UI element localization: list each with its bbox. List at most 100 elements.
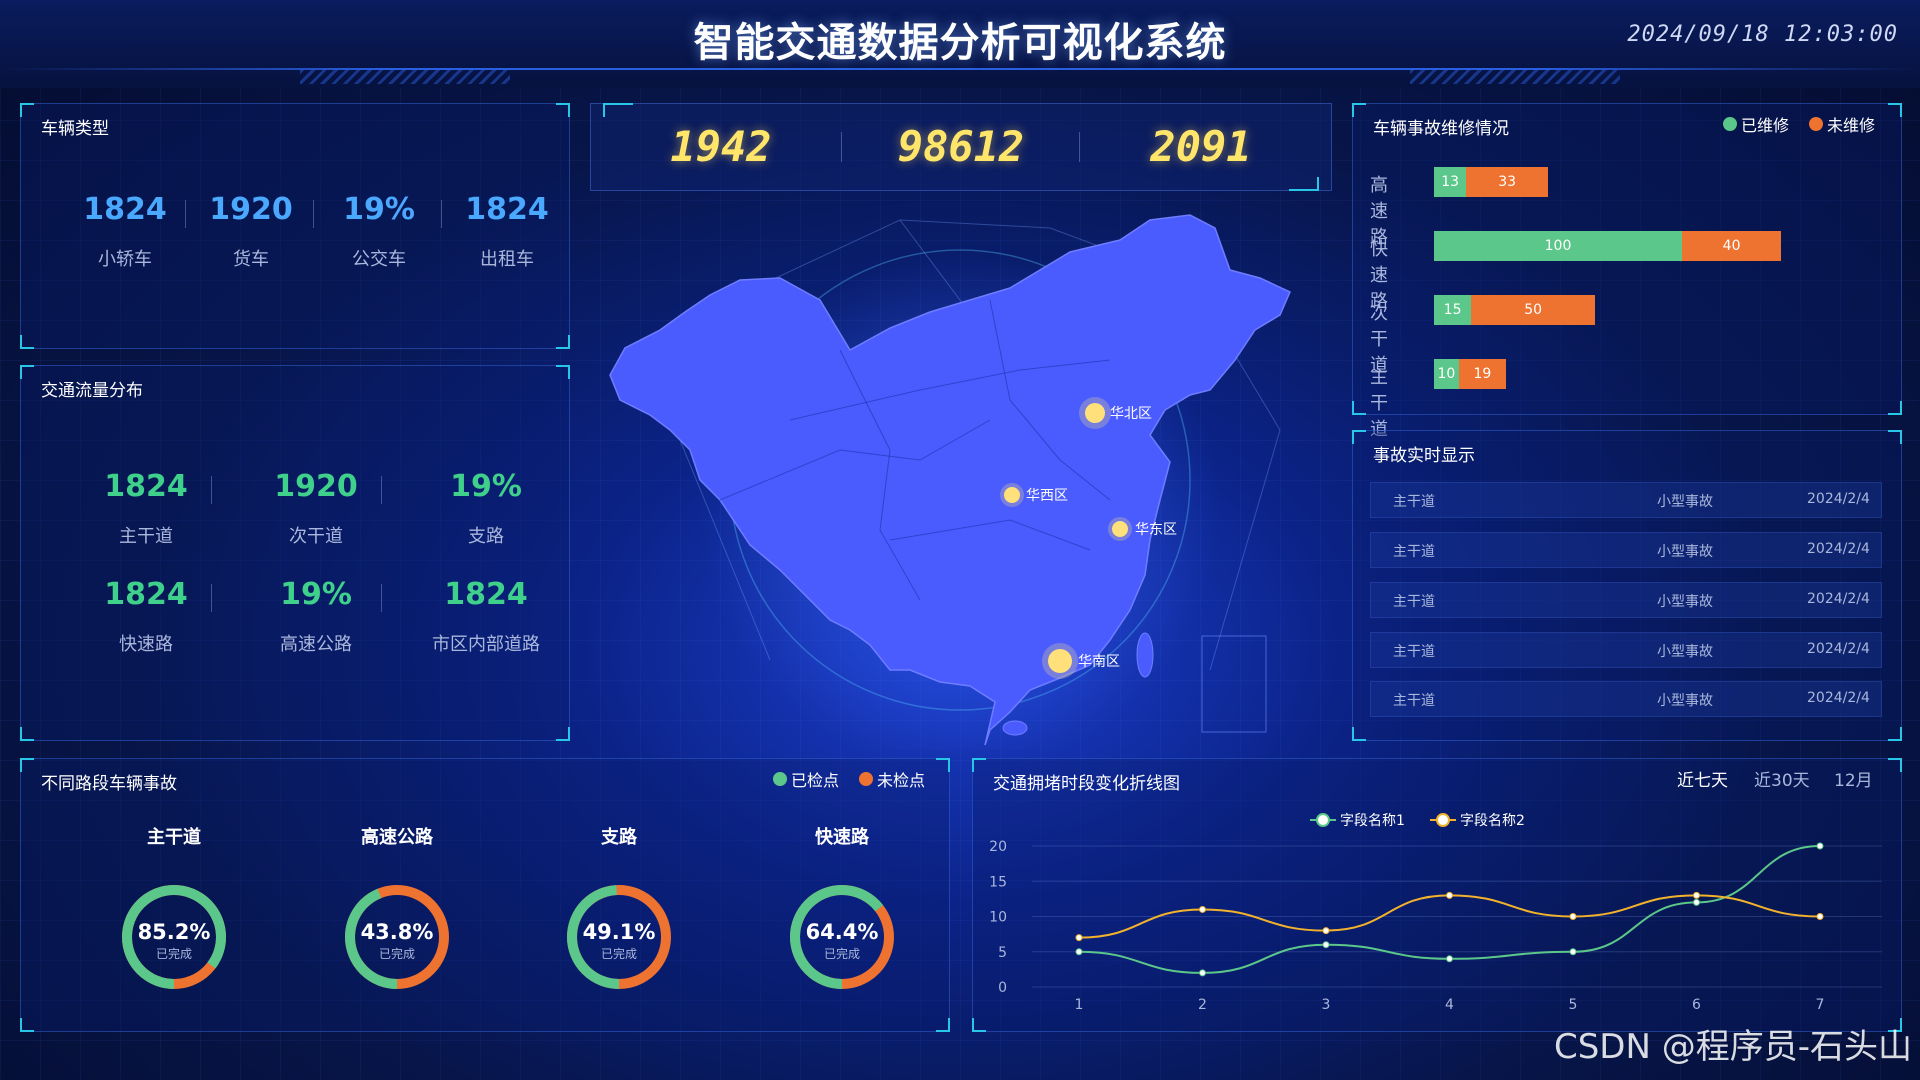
legend-label: 字段名称1 <box>1340 813 1405 829</box>
donut-percent: 49.1% <box>583 920 656 944</box>
donut-percent: 85.2% <box>138 920 211 944</box>
stat-secondary-road: 1920 次干道 <box>274 469 358 547</box>
donut-chart[interactable]: 43.8% 已完成 <box>337 877 457 997</box>
stat-sedan: 1824 小轿车 <box>83 192 167 270</box>
donut-chart[interactable]: 85.2% 已完成 <box>114 877 234 997</box>
repair-bar-label: 主干道 <box>1370 367 1388 440</box>
panel-title: 事故实时显示 <box>1373 446 1475 466</box>
tab-7-days[interactable]: 近七天 <box>1677 771 1728 791</box>
repaired-bar[interactable]: 10 <box>1434 359 1459 389</box>
map-label: 华东区 <box>1135 522 1177 538</box>
x-tick-label: 3 <box>1322 997 1331 1013</box>
header-bar: 智能交通数据分析可视化系统 2024/09/18 12:03:00 <box>0 0 1920 88</box>
unrepaired-bar[interactable]: 19 <box>1458 359 1506 389</box>
legend-dot <box>1809 117 1823 131</box>
donut-progress-arc <box>790 885 894 989</box>
donut-sub-label: 已完成 <box>379 946 415 961</box>
legend-repaired[interactable]: 已维修 <box>1723 112 1789 136</box>
tab-december[interactable]: 12月 <box>1834 771 1873 791</box>
stat-branch-road: 19% 支路 <box>450 469 522 547</box>
legend-checked[interactable]: 已检点 <box>773 767 839 791</box>
list-item[interactable]: 主干道 小型事故 2024/2/4 <box>1370 681 1882 717</box>
data-point <box>1075 948 1083 956</box>
repaired-bar[interactable]: 15 <box>1434 295 1472 325</box>
repair-bar-label: 次干道 <box>1370 303 1388 376</box>
province-borders <box>719 299 1111 601</box>
counter-3: 2091 <box>1150 122 1252 171</box>
map-point-west[interactable]: 华西区 <box>1000 483 1068 507</box>
divider <box>211 476 212 504</box>
unrepaired-bar[interactable]: 50 <box>1471 295 1596 325</box>
stat-main-road: 1824 主干道 <box>104 469 188 547</box>
donut-percent: 43.8% <box>361 920 434 944</box>
data-point <box>1816 842 1824 850</box>
repaired-bar[interactable]: 13 <box>1434 167 1467 197</box>
divider <box>441 200 442 228</box>
donut-chart[interactable]: 64.4% 已完成 <box>782 877 902 997</box>
panel-title: 交通拥堵时段变化折线图 <box>993 774 1180 794</box>
list-item[interactable]: 主干道 小型事故 2024/2/4 <box>1370 632 1882 668</box>
stat-truck: 1920 货车 <box>209 192 293 270</box>
divider <box>381 476 382 504</box>
x-tick-label: 2 <box>1198 997 1207 1013</box>
y-tick-label: 15 <box>989 874 1007 890</box>
list-item[interactable]: 主干道 小型事故 2024/2/4 <box>1370 582 1882 618</box>
data-point <box>1569 948 1577 956</box>
stat-expressway: 1824 快速路 <box>104 577 188 655</box>
stat-taxi: 1824 出租车 <box>465 192 549 270</box>
divider <box>313 200 314 228</box>
datetime-display: 2024/09/18 12:03:00 <box>1627 22 1898 47</box>
header-divider <box>0 68 1920 70</box>
map-point-south[interactable]: 华南区 <box>1042 643 1120 679</box>
legend-dot <box>1723 117 1737 131</box>
data-point <box>1199 969 1206 977</box>
map-point-east[interactable]: 华东区 <box>1108 517 1177 541</box>
repaired-bar[interactable]: 100 <box>1434 231 1682 261</box>
x-tick-label: 6 <box>1692 997 1701 1013</box>
donut-chart[interactable]: 49.1% 已完成 <box>559 877 679 997</box>
data-point <box>1569 913 1577 920</box>
legend-label: 字段名称2 <box>1460 813 1525 829</box>
legend-unchecked[interactable]: 未检点 <box>859 767 925 791</box>
map-point-north[interactable]: 华北区 <box>1079 397 1152 429</box>
page-title: 智能交通数据分析可视化系统 <box>693 20 1227 66</box>
stat-bus: 19% 公交车 <box>343 192 415 270</box>
panel-title: 车辆类型 <box>41 119 109 139</box>
legend-unrepaired[interactable]: 未维修 <box>1809 112 1875 136</box>
unrepaired-bar[interactable]: 40 <box>1682 231 1782 261</box>
donut-sub-label: 已完成 <box>824 946 860 961</box>
panel-title: 车辆事故维修情况 <box>1373 119 1509 139</box>
data-point <box>1693 891 1700 899</box>
divider <box>841 132 842 162</box>
hainan-shape <box>1002 720 1028 736</box>
list-item[interactable]: 主干道 小型事故 2024/2/4 <box>1370 532 1882 568</box>
donut-sub-label: 已完成 <box>156 946 192 961</box>
line-chart: 0 5 10 15 20 1 2 3 4 5 6 7 字段名称1 字段名称2 <box>989 813 1882 1013</box>
legend-marker <box>1436 813 1450 827</box>
data-point <box>1693 898 1700 906</box>
counter-box: 1942 98612 2091 <box>590 103 1332 191</box>
mainland-shape <box>609 214 1291 746</box>
repair-bar-label: 快速路 <box>1370 239 1388 312</box>
y-tick-label: 5 <box>998 945 1007 961</box>
y-tick-label: 20 <box>989 839 1007 855</box>
accident-list-panel: 事故实时显示 <box>1352 430 1902 741</box>
divider <box>211 584 212 612</box>
repair-bar-label: 高速路 <box>1370 175 1388 248</box>
data-point <box>1199 905 1206 913</box>
panel-title: 交通流量分布 <box>41 381 143 401</box>
unrepaired-bar[interactable]: 33 <box>1466 167 1549 197</box>
list-item[interactable]: 主干道 小型事故 2024/2/4 <box>1370 482 1882 518</box>
data-point <box>1816 913 1824 920</box>
divider <box>185 200 186 228</box>
x-tick-label: 4 <box>1445 997 1454 1013</box>
x-tick-label: 1 <box>1075 997 1084 1013</box>
header-decoration-left <box>300 70 510 84</box>
donut-progress-arc <box>345 885 449 989</box>
donut-title: 高速公路 <box>361 827 433 848</box>
panel-title: 不同路段车辆事故 <box>41 774 177 794</box>
taiwan-shape <box>1136 632 1154 678</box>
tab-30-days[interactable]: 近30天 <box>1754 771 1810 791</box>
map-label: 华北区 <box>1110 406 1152 422</box>
watermark: CSDN @程序员-石头山 <box>1553 1027 1912 1067</box>
